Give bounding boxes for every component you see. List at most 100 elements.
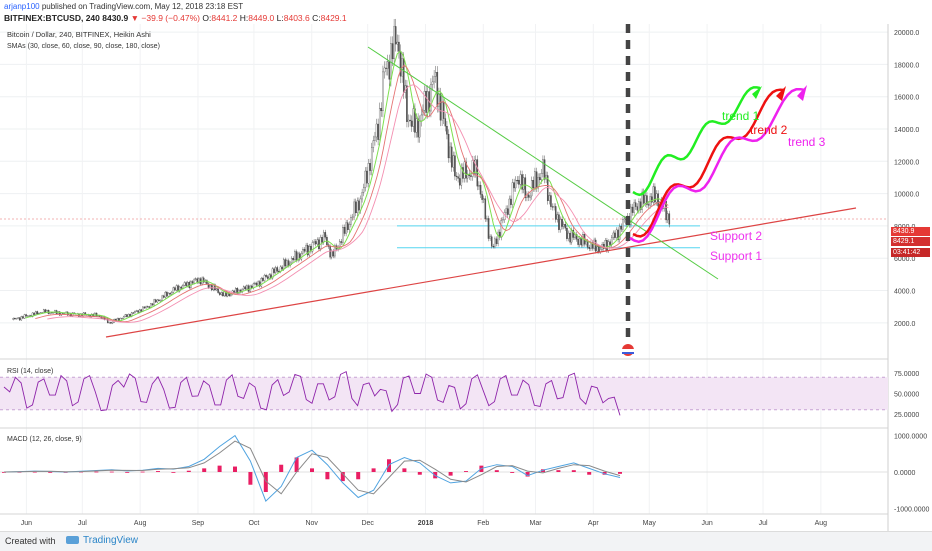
- price-candle: [535, 171, 538, 189]
- price-chart[interactable]: Bitcoin / Dollar, 240, BITFINEX, Heikin …: [0, 0, 932, 531]
- sma-legend: SMAs (30, close, 60, close, 90, close, 1…: [7, 43, 160, 50]
- price-candle: [558, 214, 560, 230]
- price-candle: [542, 159, 544, 174]
- price-candle: [140, 309, 143, 312]
- price-candle: [167, 293, 170, 297]
- price-candle: [614, 232, 616, 238]
- price-candle: [194, 278, 197, 280]
- price-candle: [449, 146, 451, 159]
- price-candle: [481, 194, 483, 200]
- rsi-tick-label: 75.0000: [894, 371, 919, 378]
- price-candle: [505, 208, 507, 213]
- price-candle: [354, 201, 357, 214]
- price-candle: [423, 91, 426, 111]
- price-candle: [343, 227, 346, 234]
- price-candle: [417, 118, 419, 138]
- price-candle: [652, 186, 655, 203]
- price-candle: [359, 198, 362, 211]
- price-candle: [209, 285, 211, 288]
- price-candle: [353, 201, 355, 218]
- price-candle: [332, 250, 335, 257]
- price-candle: [617, 229, 619, 240]
- publisher-user[interactable]: arjanp100: [4, 2, 40, 11]
- price-candle: [26, 315, 29, 317]
- price-candle: [420, 114, 423, 122]
- price-candle: [546, 175, 549, 201]
- macd-histogram-bar: [325, 472, 330, 480]
- price-candle: [402, 58, 405, 93]
- price-candle: [111, 322, 114, 324]
- price-candle: [193, 279, 195, 284]
- price-candle: [162, 295, 165, 298]
- price-candle: [521, 174, 523, 190]
- price-candle: [631, 206, 634, 213]
- price-candle: [519, 174, 522, 185]
- price-candle: [95, 312, 98, 317]
- price-candle: [257, 281, 259, 286]
- price-candle: [172, 287, 175, 293]
- price-candle: [266, 276, 269, 279]
- rsi-tick-label: 50.0000: [894, 392, 919, 399]
- price-candle: [290, 257, 293, 264]
- macd-histogram-bar: [402, 468, 407, 472]
- price-candle: [220, 292, 223, 295]
- price-candle: [556, 214, 559, 220]
- price-candle: [657, 193, 659, 207]
- price-candle: [244, 286, 247, 290]
- low-value: 8403.6: [283, 13, 310, 23]
- price-candle: [514, 179, 517, 189]
- price-candle: [265, 275, 267, 277]
- price-candle: [188, 281, 191, 288]
- time-tick-label: Aug: [815, 520, 828, 527]
- price-candle: [154, 299, 157, 303]
- tradingview-brand[interactable]: TradingView: [66, 535, 138, 546]
- price-candle: [52, 312, 55, 314]
- time-tick-label: Oct: [248, 520, 259, 527]
- trend-2-path: [632, 88, 785, 238]
- price-candle: [391, 43, 394, 60]
- price-candle: [458, 178, 461, 186]
- price-candle: [367, 163, 370, 184]
- price-candle: [258, 281, 261, 287]
- price-candle: [183, 282, 186, 286]
- price-candle: [462, 167, 464, 179]
- price-candle: [318, 239, 320, 250]
- price-candle: [385, 67, 387, 69]
- trend-3-arrowhead: [797, 85, 807, 101]
- macd-histogram-bar: [171, 472, 176, 473]
- price-candle: [460, 167, 463, 186]
- time-tick-label: Jul: [759, 520, 768, 527]
- price-candle: [292, 257, 295, 260]
- price-candle: [378, 108, 381, 140]
- price-candle: [311, 242, 314, 252]
- price-candle: [137, 310, 139, 313]
- price-candle: [471, 160, 474, 177]
- price-candle: [241, 288, 243, 293]
- macd-histogram-bar: [94, 471, 99, 473]
- price-candle: [639, 201, 642, 210]
- countdown-label: 03:41:42: [891, 248, 930, 257]
- price-candle: [262, 278, 264, 281]
- price-candle: [284, 259, 287, 267]
- price-candle: [170, 292, 173, 295]
- price-candle: [121, 317, 123, 320]
- price-candle: [582, 234, 584, 246]
- macd-histogram-bar: [263, 472, 268, 492]
- price-candle: [287, 260, 290, 266]
- high-value: 8449.0: [248, 13, 275, 23]
- price-candle: [489, 236, 491, 239]
- macd-tick-label: -1000.0000: [894, 506, 930, 513]
- price-candle: [372, 140, 375, 148]
- event-flag-icon[interactable]: [622, 344, 634, 356]
- trend-2-label: trend 2: [750, 123, 788, 137]
- published-text: published on TradingView.com, May 12, 20…: [41, 2, 244, 11]
- price-candle: [164, 291, 167, 298]
- price-candle: [127, 314, 130, 317]
- price-tick-label: 16000.0: [894, 95, 919, 102]
- price-candle: [570, 229, 573, 243]
- created-with-text: Created with: [5, 536, 56, 546]
- price-candle: [412, 108, 415, 127]
- price-candle: [473, 160, 475, 174]
- price-candle: [217, 288, 219, 293]
- price-candle: [324, 232, 327, 238]
